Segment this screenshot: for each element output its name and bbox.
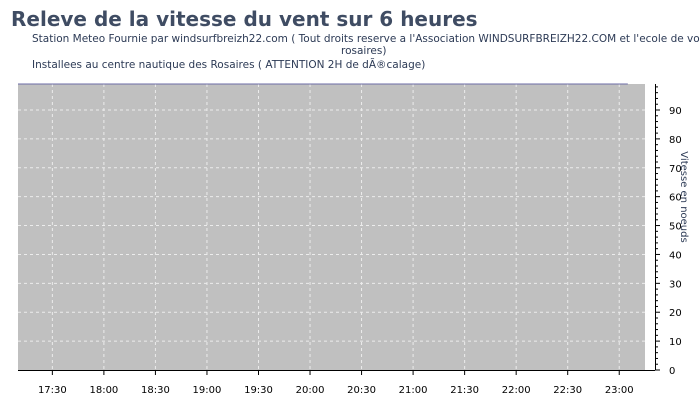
x-tick-label: 19:30: [244, 385, 273, 396]
x-tick-label: 17:30: [38, 385, 67, 396]
y-tick-label: 90: [669, 106, 682, 117]
subtitle-line-2: rosaires): [341, 45, 387, 57]
y-tick-label: 80: [669, 135, 682, 146]
x-tick-label: 21:30: [450, 385, 479, 396]
x-tick-label: 22:00: [502, 385, 531, 396]
y-tick-label: 40: [669, 250, 682, 261]
y-tick-label: 50: [669, 222, 682, 233]
x-tick-label: 18:30: [141, 385, 170, 396]
x-tick-label: 20:00: [296, 385, 325, 396]
y-grid: [18, 109, 645, 342]
subtitle-line-1: Station Meteo Fournie par windsurfbreizh…: [32, 33, 700, 45]
x-tick-label: 21:00: [399, 385, 428, 396]
subtitle-line-3: Installees au centre nautique des Rosair…: [32, 59, 426, 71]
y-axis-ticks: 0 10 20 30 40 50 60 70 80 90: [655, 86, 682, 377]
x-tick-label: 20:30: [347, 385, 376, 396]
y-tick-label: 60: [669, 193, 682, 204]
chart-title: Releve de la vitesse du vent sur 6 heure…: [11, 7, 478, 31]
y-tick-label: 0: [669, 366, 675, 377]
y-tick-label: 10: [669, 337, 682, 348]
x-tick-label: 19:00: [193, 385, 222, 396]
x-tick-label: 18:00: [89, 385, 118, 396]
y-tick-label: 30: [669, 279, 682, 290]
x-axis-ticks: 17:30 18:00 18:30 19:00 19:30 20:00 20:30 21:00…: [38, 370, 634, 396]
y-tick-label: 20: [669, 308, 682, 319]
x-tick-label: 23:00: [605, 385, 634, 396]
y-axis-label: Vitesse en noeuds: [678, 151, 689, 242]
x-tick-label: 22:30: [553, 385, 582, 396]
plot-area: [18, 84, 645, 370]
y-tick-label: 70: [669, 164, 682, 175]
